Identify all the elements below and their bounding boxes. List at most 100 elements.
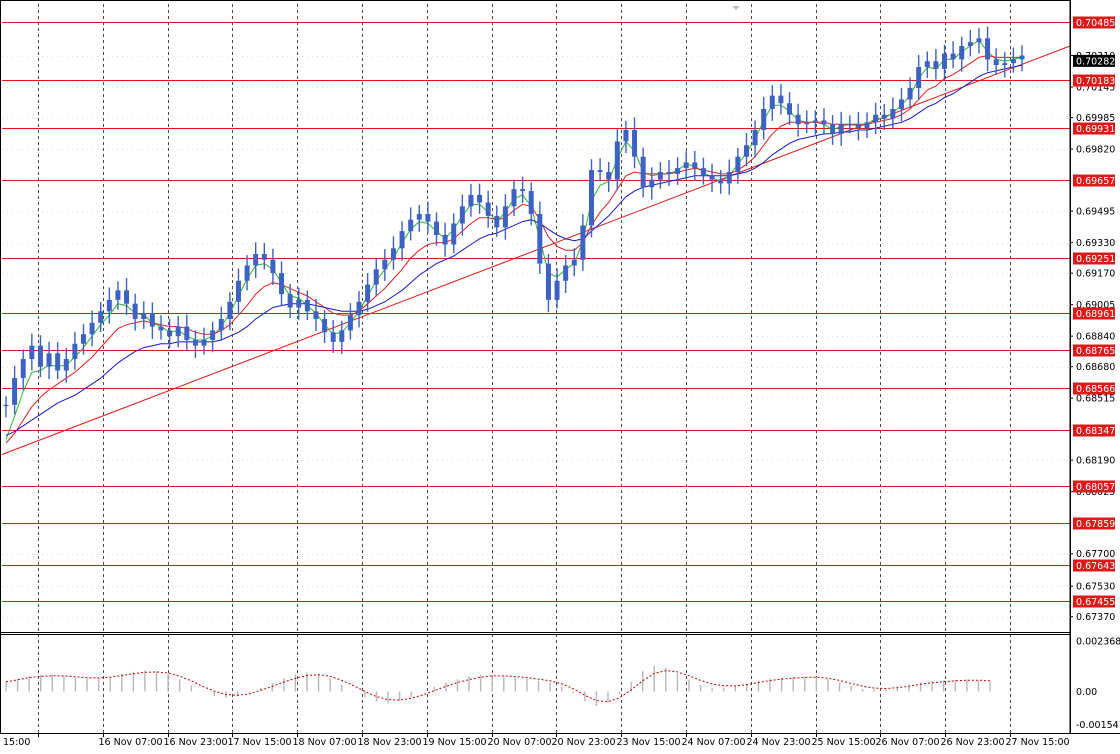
candle-body bbox=[571, 259, 577, 266]
candle bbox=[210, 321, 216, 353]
candle-body bbox=[959, 45, 965, 60]
candle-body bbox=[201, 339, 207, 346]
candle bbox=[959, 36, 965, 72]
candle bbox=[115, 281, 121, 310]
candle-body bbox=[459, 206, 465, 224]
candle-body bbox=[192, 339, 198, 346]
candle-body bbox=[253, 254, 259, 266]
candle bbox=[494, 205, 500, 237]
candle-body bbox=[1019, 55, 1025, 60]
candle bbox=[347, 303, 353, 340]
signal-line bbox=[5, 670, 991, 703]
candle-body bbox=[1010, 59, 1016, 64]
candle bbox=[812, 110, 818, 135]
candle bbox=[244, 255, 250, 291]
candle bbox=[253, 242, 259, 278]
time-tick-label: 19 Nov 15:00 bbox=[423, 737, 487, 748]
candle bbox=[554, 268, 560, 309]
candle-body bbox=[382, 259, 388, 270]
level-tag bbox=[1073, 252, 1115, 265]
candle-body bbox=[898, 99, 904, 109]
candle bbox=[838, 111, 844, 146]
price-axis: 0.703100.701450.699850.698200.694950.693… bbox=[1070, 51, 1120, 731]
candle bbox=[149, 302, 155, 339]
candle bbox=[675, 157, 681, 185]
candle-body bbox=[279, 273, 285, 295]
candle bbox=[769, 85, 775, 121]
candle-body bbox=[830, 124, 836, 134]
price-tick-label: 0.69985 bbox=[1076, 113, 1115, 124]
candle bbox=[304, 290, 310, 321]
candle bbox=[597, 158, 603, 182]
candle bbox=[20, 349, 26, 390]
candle bbox=[950, 41, 956, 69]
candle-body bbox=[683, 162, 689, 169]
candle bbox=[976, 28, 982, 54]
candle bbox=[761, 96, 767, 140]
candle-body bbox=[769, 95, 775, 109]
oscillator-tick-label: 0.002368 bbox=[1076, 637, 1120, 648]
candle bbox=[916, 54, 922, 101]
candle-body bbox=[632, 129, 638, 157]
candle-body bbox=[390, 248, 396, 260]
candle-body bbox=[434, 221, 440, 235]
candle-body bbox=[985, 38, 991, 60]
candle bbox=[571, 248, 577, 277]
candle-body bbox=[485, 202, 491, 216]
candle bbox=[933, 48, 939, 80]
time-tick-label: 26 Nov 07:00 bbox=[876, 737, 940, 748]
candle-body bbox=[451, 223, 457, 245]
candle bbox=[588, 159, 594, 238]
candle-body bbox=[537, 213, 543, 264]
level-label: 0.69657 bbox=[1076, 176, 1115, 187]
candle bbox=[158, 315, 164, 340]
candle-body bbox=[261, 254, 267, 260]
candle-body bbox=[804, 122, 810, 125]
candle bbox=[898, 87, 904, 122]
horizontal-levels[interactable] bbox=[2, 22, 1070, 602]
candle bbox=[356, 291, 362, 328]
candle-body bbox=[563, 265, 569, 281]
candle-body bbox=[218, 318, 224, 331]
candle-body bbox=[718, 179, 724, 184]
level-tag bbox=[1073, 344, 1115, 357]
candle bbox=[864, 112, 870, 139]
candle-body bbox=[12, 378, 18, 405]
chart-shift-marker[interactable] bbox=[732, 6, 740, 10]
price-tick-label: 0.68190 bbox=[1076, 456, 1115, 467]
candle-body bbox=[270, 259, 276, 274]
candle bbox=[89, 310, 95, 347]
candle-body bbox=[890, 108, 896, 119]
time-tick-label: 20 Nov 23:00 bbox=[552, 737, 616, 748]
time-tick-label: 24 Nov 07:00 bbox=[682, 737, 746, 748]
candle-body bbox=[1002, 63, 1008, 66]
candle-body bbox=[339, 330, 345, 342]
candle bbox=[261, 242, 267, 270]
price-tick-label: 0.70145 bbox=[1076, 83, 1115, 94]
candle bbox=[907, 77, 913, 109]
candle-body bbox=[425, 213, 431, 222]
level-label: 0.68347 bbox=[1076, 426, 1115, 437]
candle-body bbox=[950, 53, 956, 60]
candle-body bbox=[80, 334, 86, 344]
candle-body bbox=[580, 225, 586, 260]
candle bbox=[924, 51, 930, 79]
level-label: 0.70485 bbox=[1076, 18, 1115, 29]
candle bbox=[511, 179, 517, 216]
price-tick-label: 0.69005 bbox=[1076, 300, 1115, 311]
price-tick-label: 0.67370 bbox=[1076, 612, 1115, 623]
candle-body bbox=[692, 162, 698, 169]
candle-body bbox=[976, 38, 982, 43]
candle-body bbox=[115, 290, 121, 300]
candle-body bbox=[502, 206, 508, 228]
time-tick-label: 20 Nov 07:00 bbox=[488, 737, 552, 748]
candle bbox=[46, 341, 52, 379]
candle bbox=[657, 161, 663, 189]
price-tick-label: 0.69170 bbox=[1076, 269, 1115, 280]
level-label: 0.68961 bbox=[1076, 309, 1115, 320]
candle bbox=[98, 302, 104, 332]
candle bbox=[408, 207, 414, 241]
candle-body bbox=[735, 156, 741, 172]
candle bbox=[365, 273, 371, 312]
